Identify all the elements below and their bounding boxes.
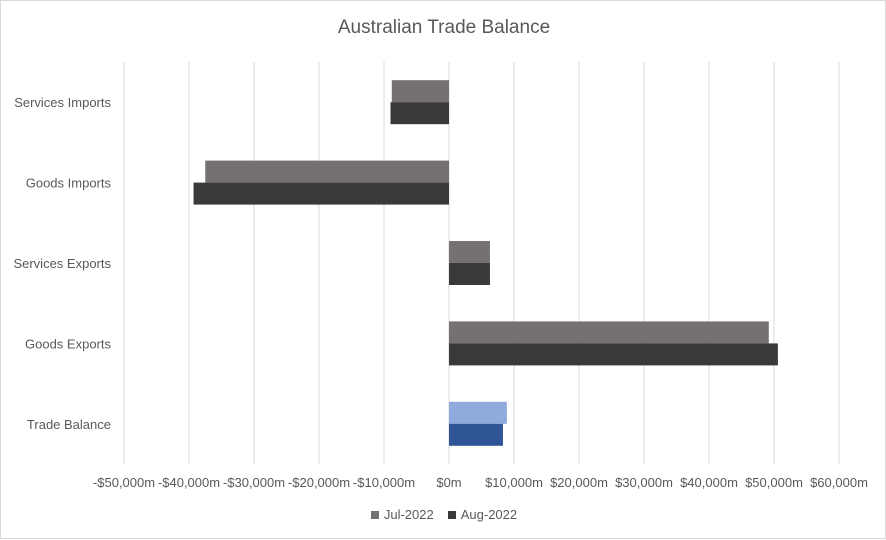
legend-swatch-aug (447, 510, 456, 519)
x-tick-label: $30,000m (615, 475, 673, 490)
bar-jul-2022 (449, 401, 507, 424)
x-tick-label: -$40,000m (158, 475, 220, 490)
bar-aug-2022 (193, 182, 449, 205)
category-label: Goods Imports (26, 176, 112, 191)
bar-jul-2022 (391, 80, 449, 103)
x-tick-label: $10,000m (485, 475, 543, 490)
x-tick-label: $0m (436, 475, 461, 490)
legend-swatch-jul (370, 510, 379, 519)
legend: Jul-2022 Aug-2022 (1, 507, 886, 522)
bar-aug-2022 (390, 102, 449, 125)
legend-item-aug: Aug-2022 (447, 507, 518, 522)
category-label: Services Imports (14, 95, 111, 110)
x-tick-label: $60,000m (810, 475, 868, 490)
x-tick-label: -$30,000m (223, 475, 285, 490)
bar-aug-2022 (449, 423, 503, 446)
x-tick-label: $40,000m (680, 475, 738, 490)
bar-jul-2022 (449, 321, 769, 344)
x-tick-label: $50,000m (745, 475, 803, 490)
x-tick-label: -$10,000m (353, 475, 415, 490)
legend-label-aug: Aug-2022 (460, 507, 518, 522)
legend-label-jul: Jul-2022 (383, 507, 434, 522)
legend-item-jul: Jul-2022 (370, 507, 434, 522)
x-tick-label: $20,000m (550, 475, 608, 490)
bar-jul-2022 (205, 160, 449, 183)
x-tick-label: -$20,000m (288, 475, 350, 490)
bar-jul-2022 (449, 241, 490, 263)
chart-title: Australian Trade Balance (337, 17, 551, 38)
x-tick-label: -$50,000m (93, 475, 155, 490)
category-label: Trade Balance (27, 417, 111, 432)
category-label: Services Exports (13, 256, 111, 271)
category-label: Goods Exports (25, 336, 111, 351)
bar-aug-2022 (449, 343, 778, 366)
bar-aug-2022 (449, 263, 490, 285)
